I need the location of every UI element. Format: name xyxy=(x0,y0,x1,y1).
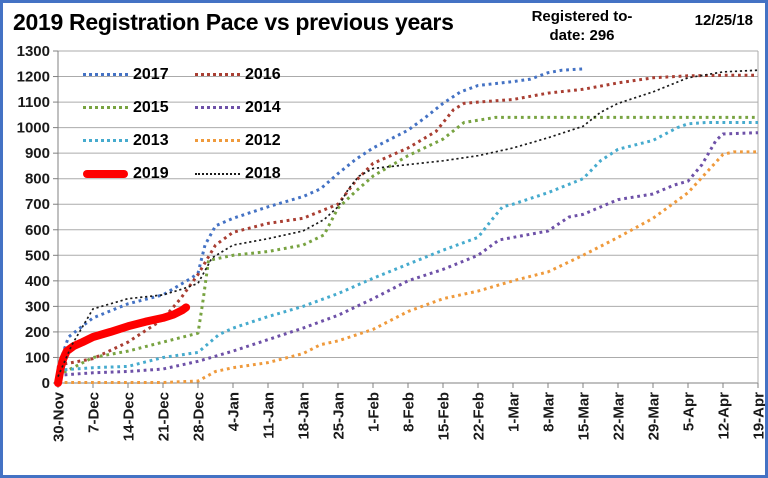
legend-label-2016: 2016 xyxy=(245,65,281,83)
y-tick-label: 0 xyxy=(42,375,50,392)
legend-item-2016: 2016 xyxy=(195,58,281,91)
y-tick-label: 100 xyxy=(25,349,50,366)
x-tick-label: 12-Apr xyxy=(716,392,733,440)
legend-swatch-2018 xyxy=(195,172,240,175)
y-tick-label: 700 xyxy=(25,196,50,213)
legend-swatch-2015 xyxy=(83,106,128,109)
legend-swatch-2014 xyxy=(195,106,240,109)
x-tick-label: 14-Dec xyxy=(121,392,138,441)
legend-swatch-2012 xyxy=(195,139,240,142)
series-2017-line xyxy=(56,67,584,369)
y-tick-label: 900 xyxy=(25,145,50,162)
y-tick-label: 200 xyxy=(25,324,50,341)
legend-label-2015: 2015 xyxy=(133,98,169,116)
legend-column-2: 2016 2014 2012 2018 xyxy=(195,58,281,190)
series-2014-line xyxy=(57,131,759,377)
legend-label-2013: 2013 xyxy=(133,131,169,149)
x-tick-label: 15-Mar xyxy=(576,392,593,441)
legend-swatch-2013 xyxy=(83,139,128,142)
x-tick-label: 15-Feb xyxy=(436,392,453,440)
legend-item-2012: 2012 xyxy=(195,124,281,157)
series-2012-line xyxy=(58,150,758,384)
x-tick-label: 8-Feb xyxy=(401,392,418,432)
series-2016-line xyxy=(57,73,758,367)
series-2013-line xyxy=(57,121,758,372)
legend-item-2019: 2019 xyxy=(83,157,169,190)
y-tick-label: 300 xyxy=(25,298,50,315)
legend-swatch-2019 xyxy=(83,169,128,178)
x-tick-label: 25-Jan xyxy=(331,392,348,440)
legend-item-2014: 2014 xyxy=(195,91,281,124)
x-tick-label: 1-Feb xyxy=(366,392,383,432)
y-tick-label: 400 xyxy=(25,273,50,290)
legend-label-2019: 2019 xyxy=(133,164,169,182)
x-tick-label: 11-Jan xyxy=(261,392,278,439)
x-tick-label: 1-Mar xyxy=(506,392,523,432)
legend-label-2014: 2014 xyxy=(245,98,281,116)
x-tick-label: 29-Mar xyxy=(646,392,663,441)
report-date: 12/25/18 xyxy=(694,12,753,29)
x-tick-label: 5-Apr xyxy=(681,392,698,431)
x-tick-label: 7-Dec xyxy=(86,392,103,433)
chart-title: 2019 Registration Pace vs previous years xyxy=(13,9,454,35)
y-tick-label: 1100 xyxy=(17,94,50,111)
legend-swatch-2017 xyxy=(83,73,128,76)
x-tick-label: 19-Apr xyxy=(751,392,768,440)
series-2019-line xyxy=(54,303,191,387)
x-tick-label: 18-Jan xyxy=(296,392,313,440)
series-2015-line xyxy=(57,115,758,377)
legend-item-2017: 2017 xyxy=(83,58,169,91)
legend-item-2015: 2015 xyxy=(83,91,169,124)
x-tick-label: 8-Mar xyxy=(541,392,558,432)
series-2018-line xyxy=(57,69,759,377)
legend-swatch-2016 xyxy=(195,73,240,76)
y-tick-label: 1300 xyxy=(17,43,50,60)
x-tick-label: 22-Feb xyxy=(471,392,488,440)
legend-label-2017: 2017 xyxy=(133,65,169,83)
registered-to-date-note: Registered to-date: 296 xyxy=(531,8,633,44)
registration-pace-chart: 0 100 200 300 400 500 600 700 800 900 1000 1100 1200… xyxy=(17,43,768,442)
y-tick-label: 600 xyxy=(25,222,50,239)
x-tick-label: 28-Dec xyxy=(191,392,208,441)
y-tick-label: 1000 xyxy=(17,120,50,137)
y-tick-label: 800 xyxy=(25,171,50,188)
legend-column-1: 2017 2015 2013 2019 xyxy=(83,58,169,190)
y-tick-label: 1200 xyxy=(17,69,50,86)
legend-item-2013: 2013 xyxy=(83,124,169,157)
y-tick-label: 500 xyxy=(25,247,50,264)
x-tick-label: 4-Jan xyxy=(226,392,243,431)
legend-label-2012: 2012 xyxy=(245,131,281,149)
x-tick-label: 22-Mar xyxy=(611,392,628,441)
x-tick-label: 21-Dec xyxy=(156,392,173,441)
x-tick-label: 30-Nov xyxy=(51,391,68,442)
legend-label-2018: 2018 xyxy=(245,164,281,182)
legend-item-2018: 2018 xyxy=(195,157,281,190)
